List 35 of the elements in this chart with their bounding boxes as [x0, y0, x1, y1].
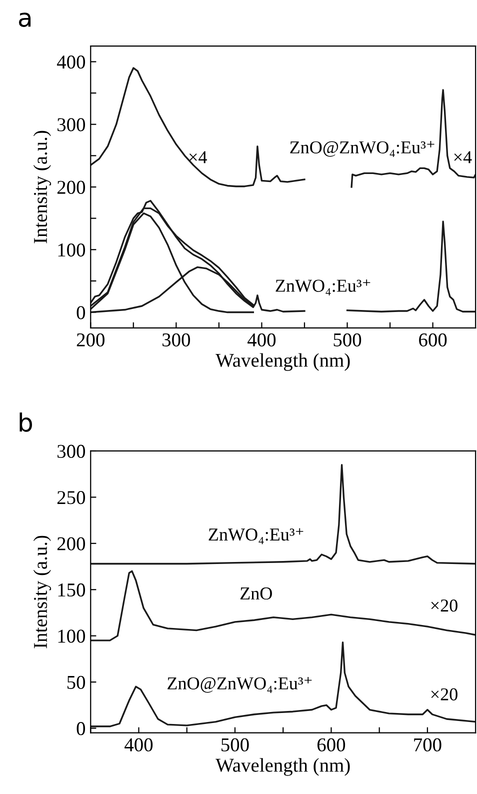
y-tick-label: 150: [58, 583, 86, 597]
annotation: ZnO@ZnWO₄:Eu³⁺: [290, 141, 434, 157]
annotation: ZnWO₄:Eu³⁺: [276, 279, 370, 296]
y-tick-label: 300: [58, 444, 86, 458]
x-tick-label: 700: [414, 738, 442, 752]
annotation: ZnO: [240, 587, 272, 600]
y-tick-label: 200: [57, 180, 86, 194]
y-axis-title: Intensity (a.u.): [33, 130, 52, 244]
x-tick-label: 600: [317, 738, 346, 752]
x-tick-label: 400: [124, 738, 153, 752]
y-tick-label: 0: [76, 306, 86, 320]
y-tick-label: 200: [57, 537, 86, 550]
x-tick-label: 400: [248, 333, 276, 346]
x-tick-label: 500: [222, 738, 249, 752]
y-tick-label: 100: [58, 630, 86, 643]
x-tick-label: 500: [334, 333, 362, 346]
y-tick-label: 400: [56, 56, 86, 69]
y-tick-label: 100: [58, 243, 86, 257]
annotation: ×20: [431, 599, 458, 612]
x-axis-title: Wavelength (nm): [216, 353, 350, 371]
y-tick-label: 250: [57, 491, 86, 504]
chart-title: b: [20, 412, 32, 432]
x-axis-title: Wavelength (nm): [216, 758, 350, 776]
y-tick-label: 300: [58, 118, 86, 132]
annotation: ZnWO₄:Eu³⁺: [208, 528, 304, 544]
chart-title: a: [18, 12, 31, 27]
annotation: ×4: [189, 151, 207, 164]
y-tick-label: 0: [76, 722, 86, 736]
y-axis-title: Intensity (a.u.): [33, 536, 52, 648]
annotation: ×4: [454, 151, 472, 164]
y-tick-label: 50: [67, 676, 86, 689]
x-tick-label: 600: [419, 333, 447, 346]
annotation: ×20: [431, 688, 458, 700]
annotation: ZnO@ZnWO₄:Eu³⁺: [168, 677, 312, 693]
x-tick-label: 300: [162, 333, 190, 346]
